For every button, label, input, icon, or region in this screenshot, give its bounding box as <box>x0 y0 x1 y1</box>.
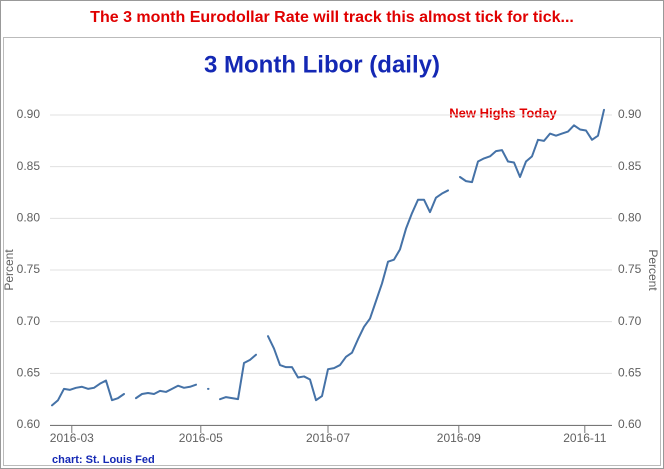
x-tick-label: 2016-07 <box>306 431 350 445</box>
y2-tick-label: 0.85 <box>618 159 642 173</box>
y2-tick-label: 0.75 <box>618 262 642 276</box>
x-tick-label: 2016-03 <box>50 431 94 445</box>
y2-tick-label: 0.65 <box>618 366 642 380</box>
x-tick-label: 2016-09 <box>437 431 481 445</box>
y-axis-title: Percent <box>2 249 16 291</box>
y-tick-label: 0.85 <box>17 159 41 173</box>
y2-tick-label: 0.90 <box>618 107 642 121</box>
data-line <box>51 108 605 407</box>
y-tick-label: 0.65 <box>17 366 41 380</box>
chart-title: 3 Month Libor (daily) <box>204 51 440 78</box>
y-tick-label: 0.70 <box>17 314 41 328</box>
y-tick-label: 0.90 <box>17 107 41 121</box>
x-tick-label: 2016-05 <box>179 431 223 445</box>
annotation: New Highs Today <box>449 105 557 120</box>
y2-tick-label: 0.80 <box>618 211 642 225</box>
header: The 3 month Eurodollar Rate will track t… <box>90 9 574 26</box>
y2-axis-title: Percent <box>646 249 660 291</box>
y2-tick-label: 0.60 <box>618 417 642 431</box>
source: chart: St. Louis Fed <box>52 454 155 466</box>
y-tick-label: 0.75 <box>17 262 41 276</box>
y-tick-label: 0.80 <box>17 211 41 225</box>
y2-tick-label: 0.70 <box>618 314 642 328</box>
y-tick-label: 0.60 <box>17 417 41 431</box>
chart-border <box>3 37 661 466</box>
x-tick-label: 2016-11 <box>563 431 606 445</box>
